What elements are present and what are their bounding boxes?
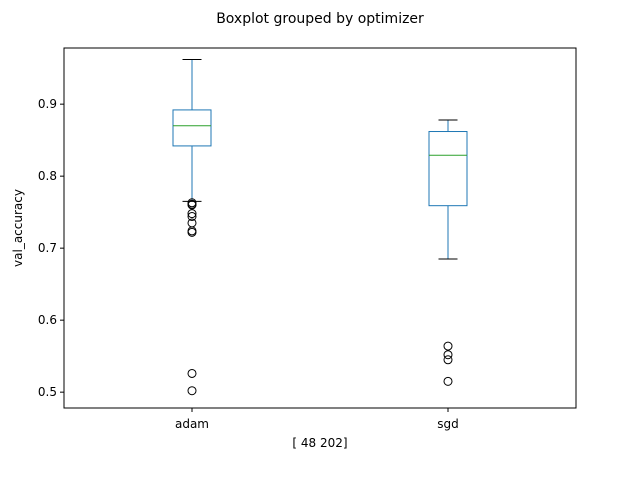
flier-adam: [187, 386, 197, 396]
x-axis-label: [ 48 202]: [292, 436, 347, 450]
y-tick-label: 0.8: [38, 169, 57, 183]
flier-adam: [187, 227, 197, 237]
plot-area: 0.5 0.6 0.7 0.8 0.9 adam sgd: [38, 59, 468, 431]
box-adam: [172, 109, 212, 147]
y-axis-label: val_accuracy: [11, 189, 25, 267]
axes-frame: [63, 47, 577, 409]
y-tick-label: 0.9: [38, 97, 57, 111]
flier-sgd: [443, 376, 453, 386]
flier-adam: [187, 368, 197, 378]
flier-adam: [187, 211, 197, 221]
y-tick-label: 0.5: [38, 385, 57, 399]
x-tick-label: sgd: [437, 417, 459, 431]
x-tick-label: adam: [175, 417, 209, 431]
flier-sgd: [443, 355, 453, 365]
flier-adam: [187, 200, 197, 210]
box-sgd: [428, 131, 468, 207]
chart-title: Boxplot grouped by optimizer: [216, 11, 424, 27]
flier-sgd: [443, 341, 453, 351]
y-tick-label: 0.6: [38, 313, 57, 327]
flier-sgd: [443, 350, 453, 360]
y-tick-label: 0.7: [38, 241, 57, 255]
flier-adam: [187, 209, 197, 219]
